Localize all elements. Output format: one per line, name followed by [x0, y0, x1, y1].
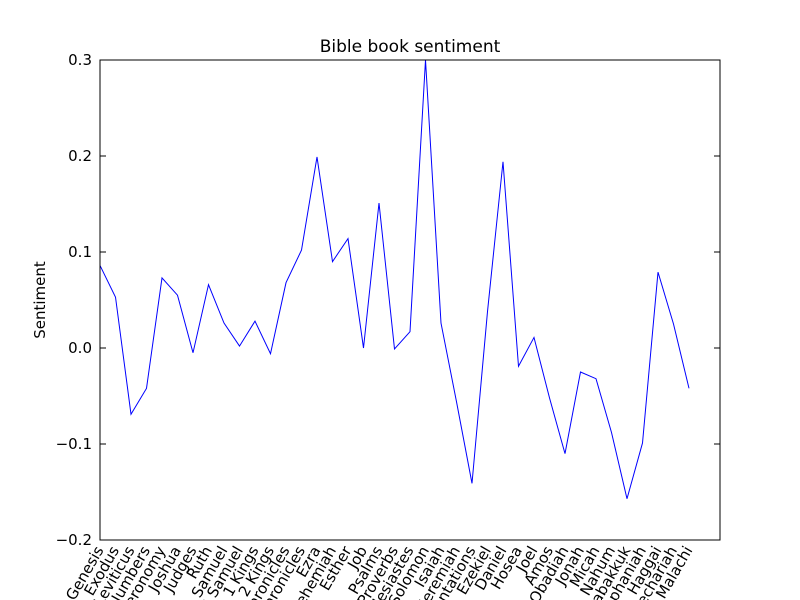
plot-frame — [99, 59, 721, 541]
y-axis-label: Sentiment — [31, 261, 49, 339]
y-tick-label: 0.1 — [68, 243, 92, 261]
chart-title: Bible book sentiment — [320, 37, 501, 57]
y-tick-label: 0.3 — [68, 51, 92, 69]
y-tick-label: 0.2 — [68, 147, 92, 165]
y-tick-label: −0.1 — [56, 435, 92, 453]
y-tick-label: −0.2 — [56, 531, 92, 549]
y-tick-label: 0.0 — [68, 339, 92, 357]
line — [99, 59, 690, 499]
